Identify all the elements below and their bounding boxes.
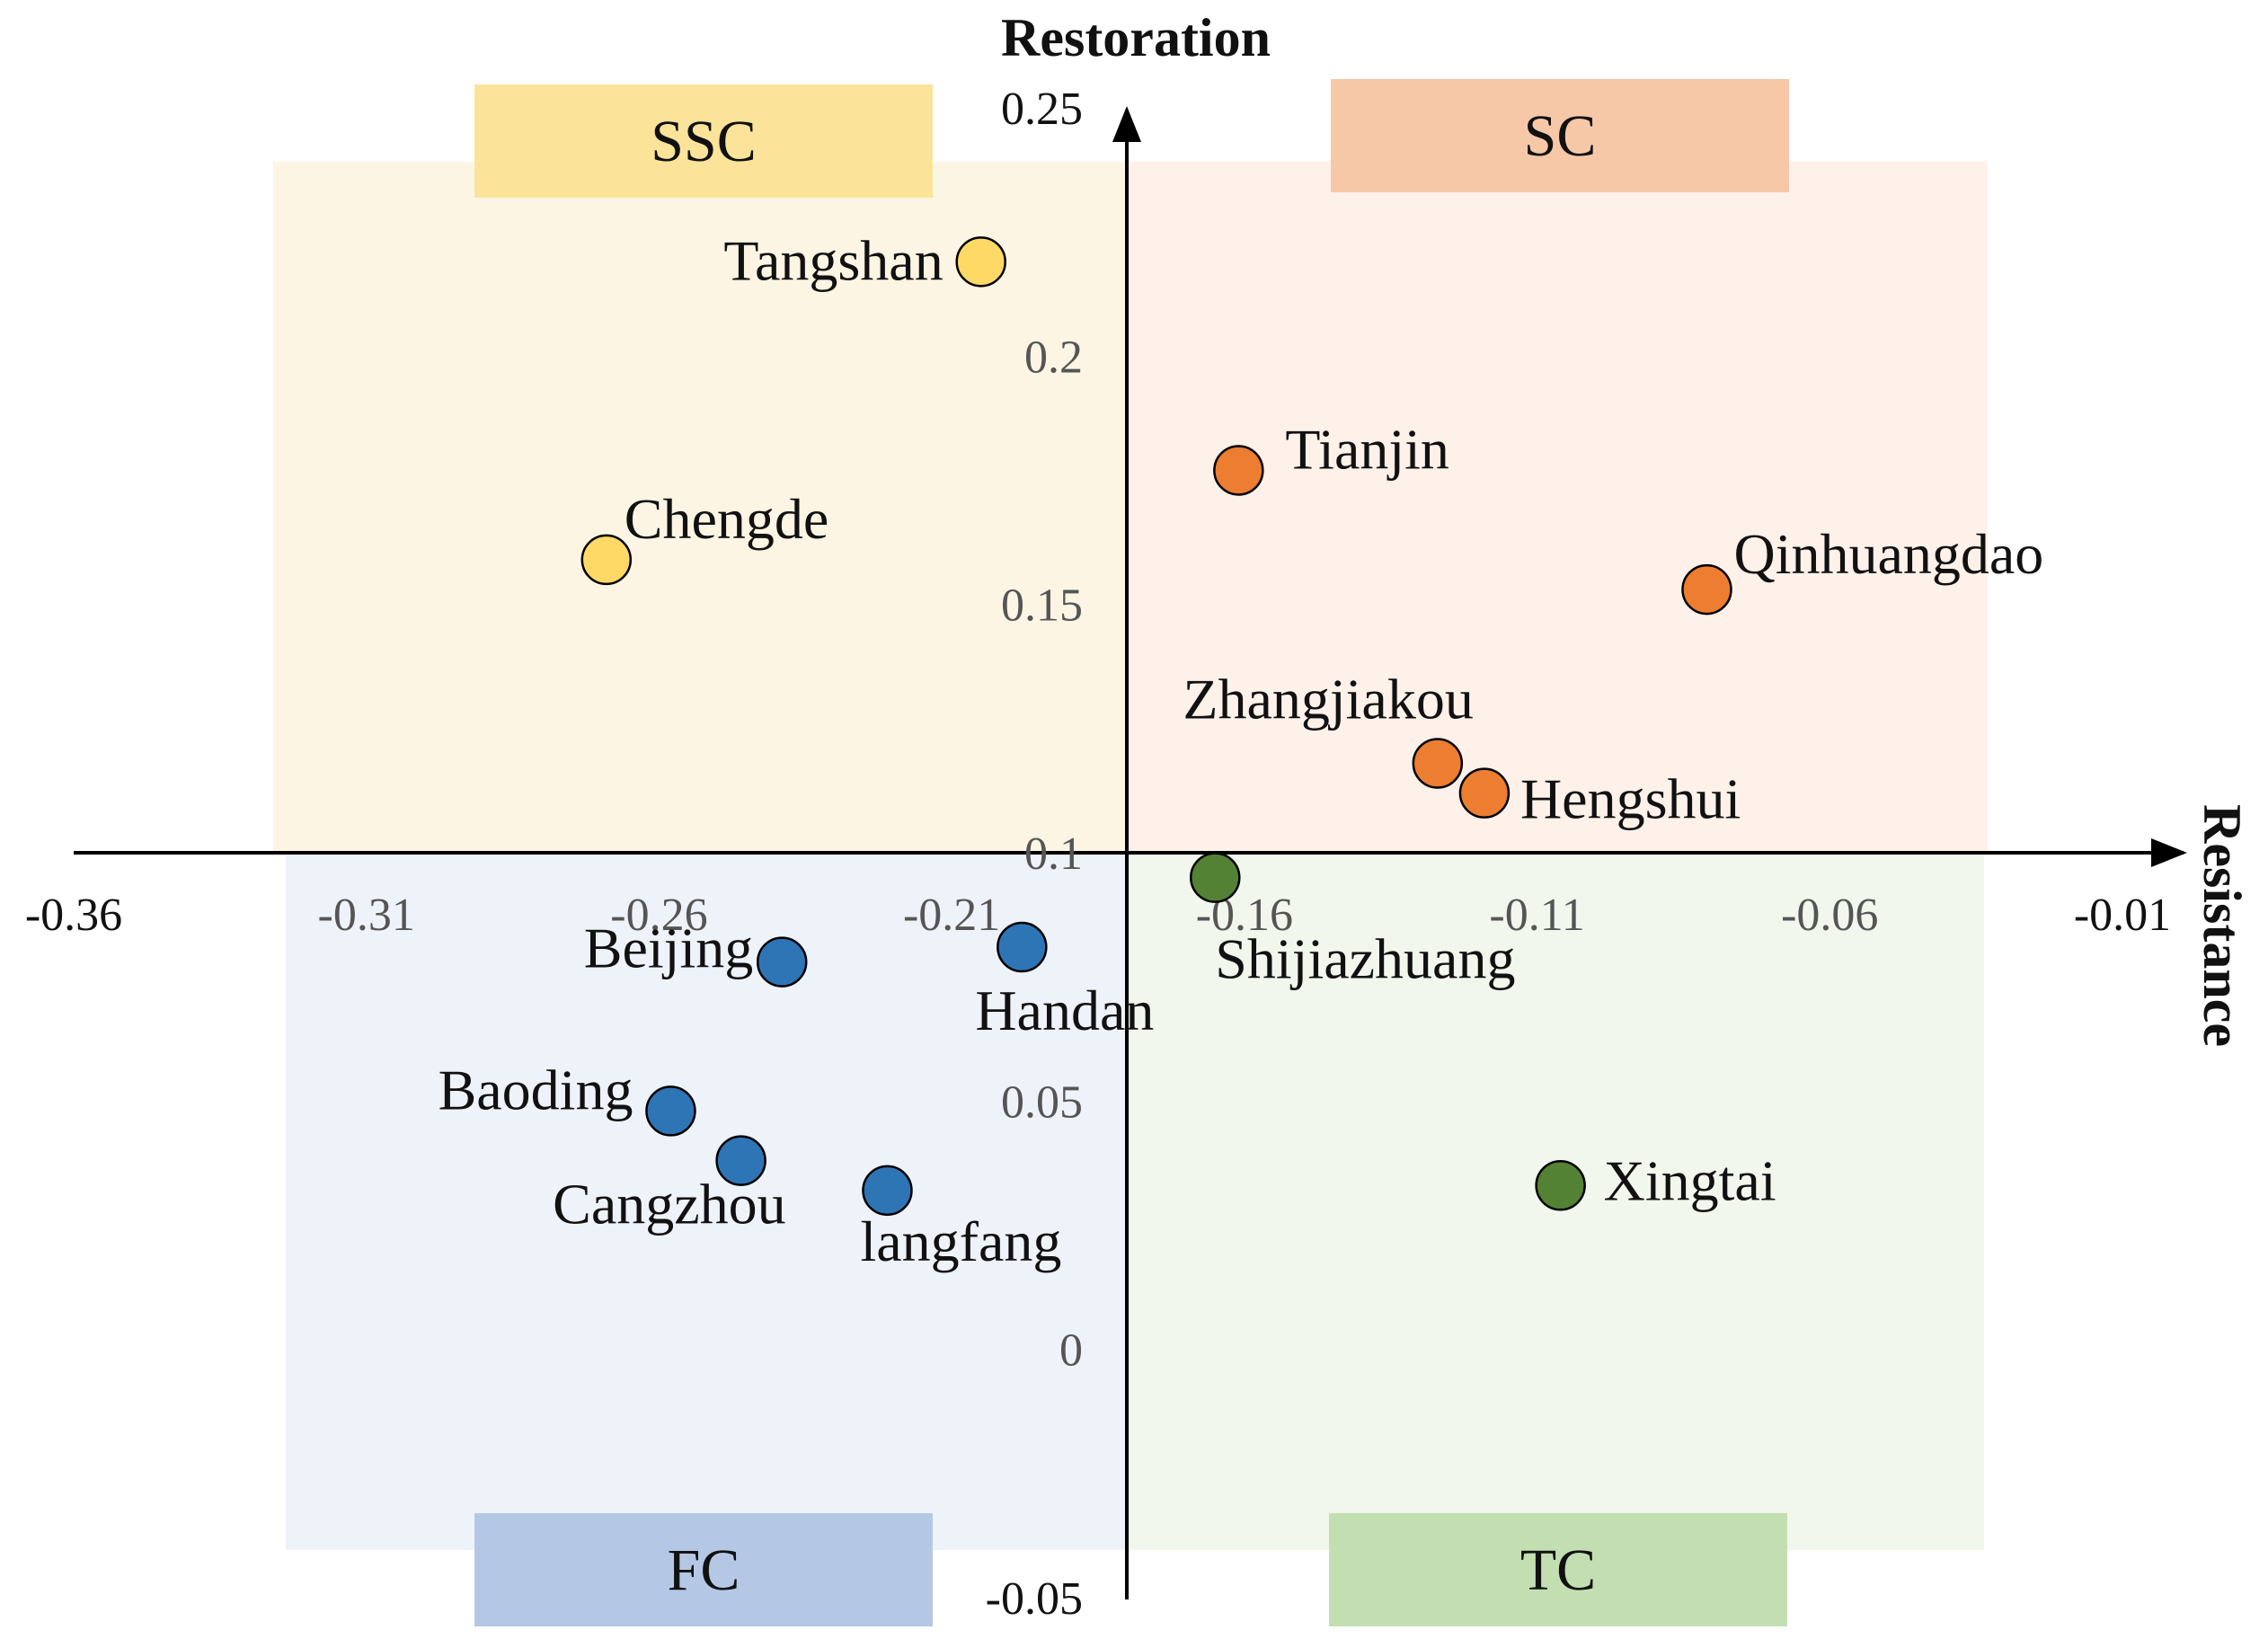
point-label-qinhuangdao: Qinhuangdao: [1733, 522, 2043, 586]
point-label-chengde: Chengde: [625, 487, 829, 551]
point-chengde: [580, 534, 633, 586]
quadrant-label-tc: TC: [1520, 1537, 1596, 1603]
point-tangshan: [955, 236, 1006, 288]
point-label-handan: Handan: [975, 979, 1154, 1042]
point-zhangjiakou: [1412, 738, 1464, 789]
point-label-langfang: langfang: [860, 1209, 1061, 1273]
quadrant-label-box-ssc: [474, 84, 933, 198]
point-label-cangzhou: Cangzhou: [553, 1173, 786, 1236]
point-label-baoding: Baoding: [439, 1058, 633, 1121]
point-label-tianjin: Tianjin: [1285, 417, 1449, 481]
y-tick-label: 0.15: [1001, 580, 1083, 632]
quadrant-label-box-sc: [1331, 79, 1789, 192]
point-langfang: [862, 1165, 913, 1217]
x-tick-label: -0.21: [903, 890, 1000, 941]
point-qinhuangdao: [1681, 563, 1732, 616]
point-handan: [997, 921, 1048, 973]
x-tick-label: -0.31: [318, 890, 415, 941]
quadrant-label-fc: FC: [668, 1537, 740, 1603]
x-tick-label: -0.26: [610, 890, 707, 941]
y-tick-label: 0: [1059, 1325, 1083, 1377]
x-axis-title: Resistance: [2193, 804, 2252, 1047]
point-tianjin: [1213, 445, 1264, 496]
y-tick-label: 0.1: [1024, 828, 1083, 880]
point-xingtai: [1535, 1160, 1586, 1211]
quadrant-label-sc: SC: [1524, 103, 1597, 169]
x-tick-label: -0.11: [1489, 890, 1584, 941]
y-axis-title: Restoration: [1001, 8, 1271, 67]
point-label-shijiazhuang: Shijiazhuang: [1215, 927, 1515, 991]
point-baoding: [645, 1085, 696, 1137]
y-tick-label: 0.2: [1024, 332, 1083, 383]
point-label-zhangjiakou: Zhangjiakou: [1183, 668, 1473, 731]
point-beijing: [756, 936, 808, 988]
point-cangzhou: [715, 1135, 766, 1186]
quadrant-label-box-fc: [474, 1513, 933, 1626]
point-label-beijing: Beijing: [584, 917, 753, 980]
y-tick-label: 0.25: [1001, 84, 1083, 135]
x-tick-label: -0.06: [1781, 890, 1878, 941]
x-tick-label: -0.01: [2074, 890, 2171, 941]
quadrant-region-fc: [286, 853, 1127, 1550]
point-shijiazhuang: [1190, 852, 1241, 903]
point-label-tangshan: Tangshan: [723, 228, 943, 292]
quadrant-label-ssc: SSC: [651, 109, 756, 174]
point-hengshui: [1458, 767, 1511, 819]
y-tick-label: 0.05: [1001, 1076, 1083, 1128]
quadrant-label-box-tc: [1329, 1513, 1787, 1626]
point-label-xingtai: Xingtai: [1604, 1148, 1776, 1212]
quadrant-region-sc: [1127, 162, 1988, 853]
x-tick-label: -0.36: [25, 890, 122, 941]
point-label-hengshui: Hengshui: [1520, 767, 1741, 831]
y-tick-label: -0.05: [986, 1573, 1083, 1625]
